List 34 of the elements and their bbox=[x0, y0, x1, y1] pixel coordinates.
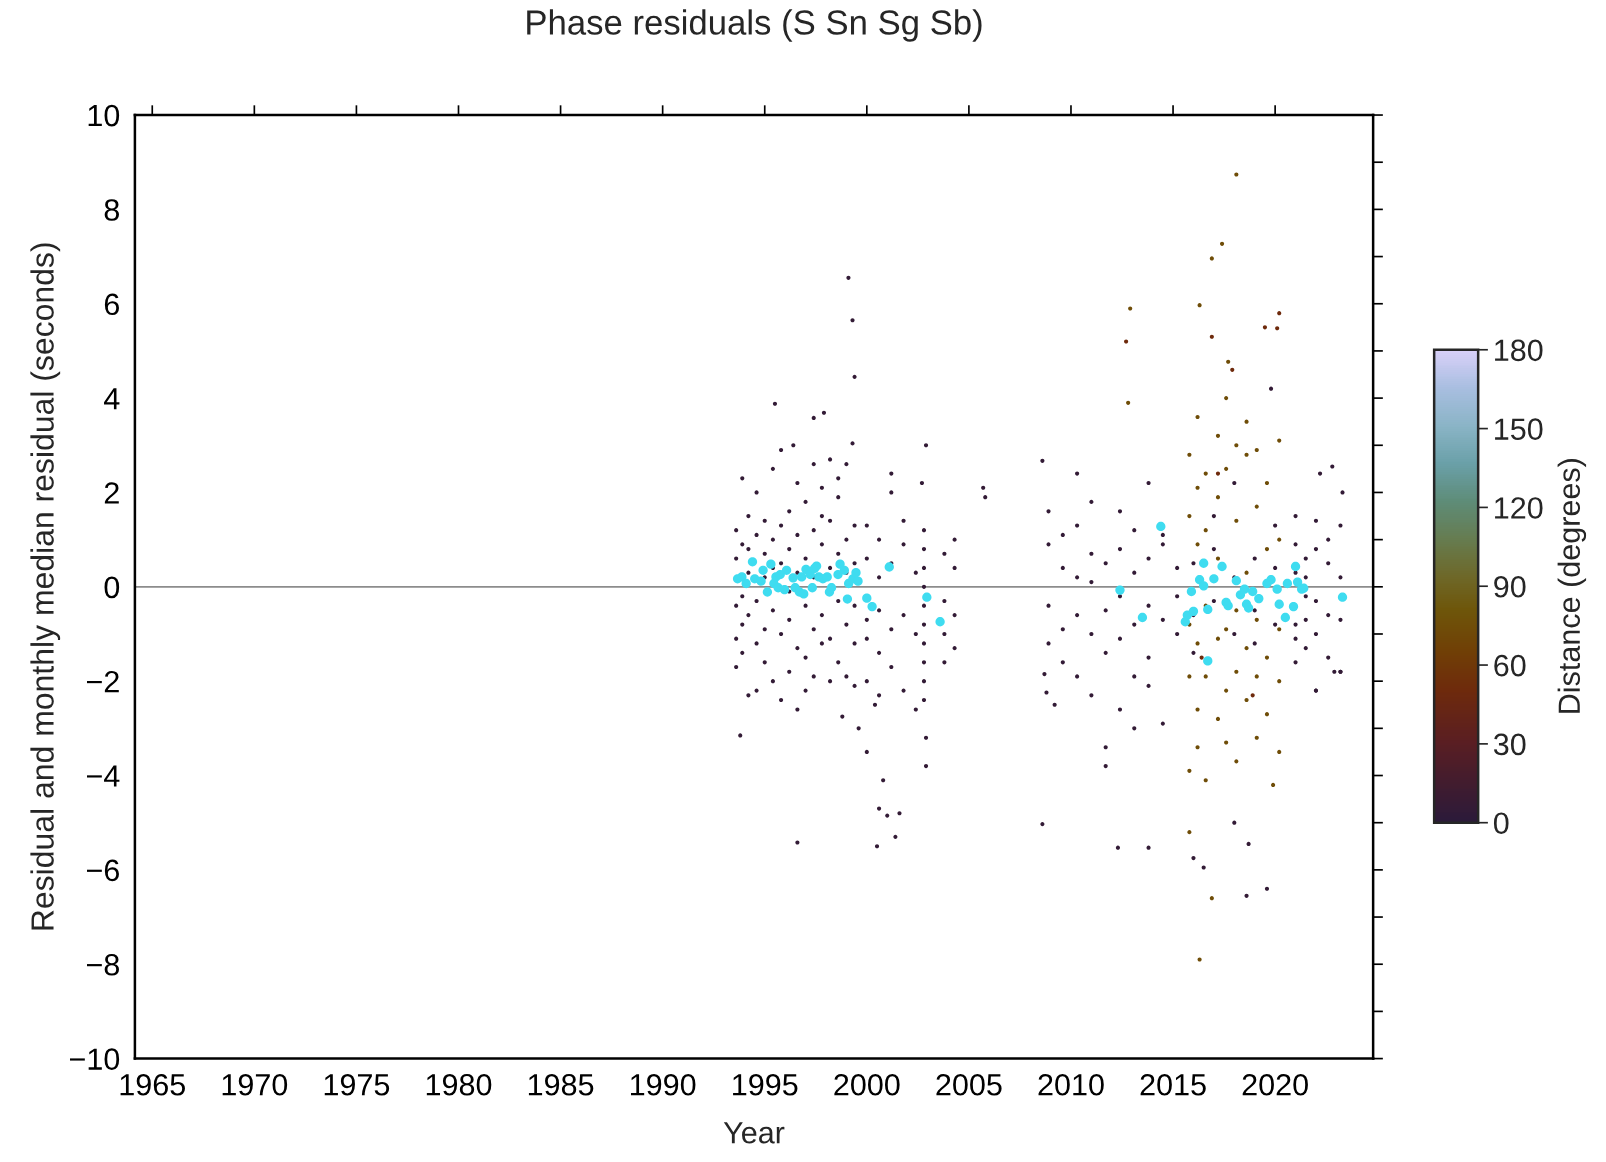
color-bar-label: 60 bbox=[1494, 654, 1526, 677]
x-tick-label: 1965 bbox=[120, 1073, 185, 1096]
y-tick-label: 2 bbox=[104, 482, 119, 504]
x-tick-label: 1985 bbox=[528, 1073, 594, 1096]
y-tick-label: −6 bbox=[86, 859, 119, 882]
color-bar-label: 0 bbox=[1493, 812, 1509, 835]
x-tick-label: 1990 bbox=[631, 1073, 696, 1096]
x-tick-label: 2010 bbox=[1038, 1073, 1104, 1096]
x-tick-label: 2005 bbox=[936, 1073, 1002, 1096]
x-axis-title: Year bbox=[723, 1122, 785, 1144]
y-tick-label: 6 bbox=[104, 293, 119, 316]
y-tick-label: −10 bbox=[70, 1048, 120, 1070]
color-bar-label: 90 bbox=[1494, 575, 1526, 598]
x-tick-label: 2000 bbox=[834, 1073, 900, 1096]
x-tick-label: 2015 bbox=[1140, 1073, 1206, 1096]
color-bar-label: 150 bbox=[1495, 418, 1543, 440]
x-tick-label: 1970 bbox=[222, 1073, 288, 1096]
y-tick-label: 0 bbox=[104, 576, 120, 599]
y-tick-label: 4 bbox=[104, 388, 120, 410]
y-tick-label: −8 bbox=[86, 953, 119, 976]
color-bar-label: 180 bbox=[1495, 339, 1543, 362]
y-tick-label: 10 bbox=[88, 104, 120, 127]
color-bar-label: 30 bbox=[1493, 733, 1526, 756]
x-tick-label: 1995 bbox=[733, 1073, 798, 1096]
chart-title: Phase residuals (S Sn Sg Sb) bbox=[527, 9, 982, 42]
x-tick-label: 2020 bbox=[1242, 1073, 1308, 1096]
color-bar-title: Distance (degrees) bbox=[1557, 459, 1587, 713]
x-tick-label: 1975 bbox=[324, 1073, 390, 1096]
color-bar-label: 120 bbox=[1495, 497, 1543, 519]
y-tick-label: −2 bbox=[86, 670, 119, 693]
y-tick-label: −4 bbox=[86, 765, 120, 787]
x-tick-label: 1980 bbox=[426, 1073, 492, 1096]
y-axis-title: Residual and monthly median residual (seconds) bbox=[30, 243, 61, 930]
y-tick-label: 8 bbox=[104, 199, 119, 221]
